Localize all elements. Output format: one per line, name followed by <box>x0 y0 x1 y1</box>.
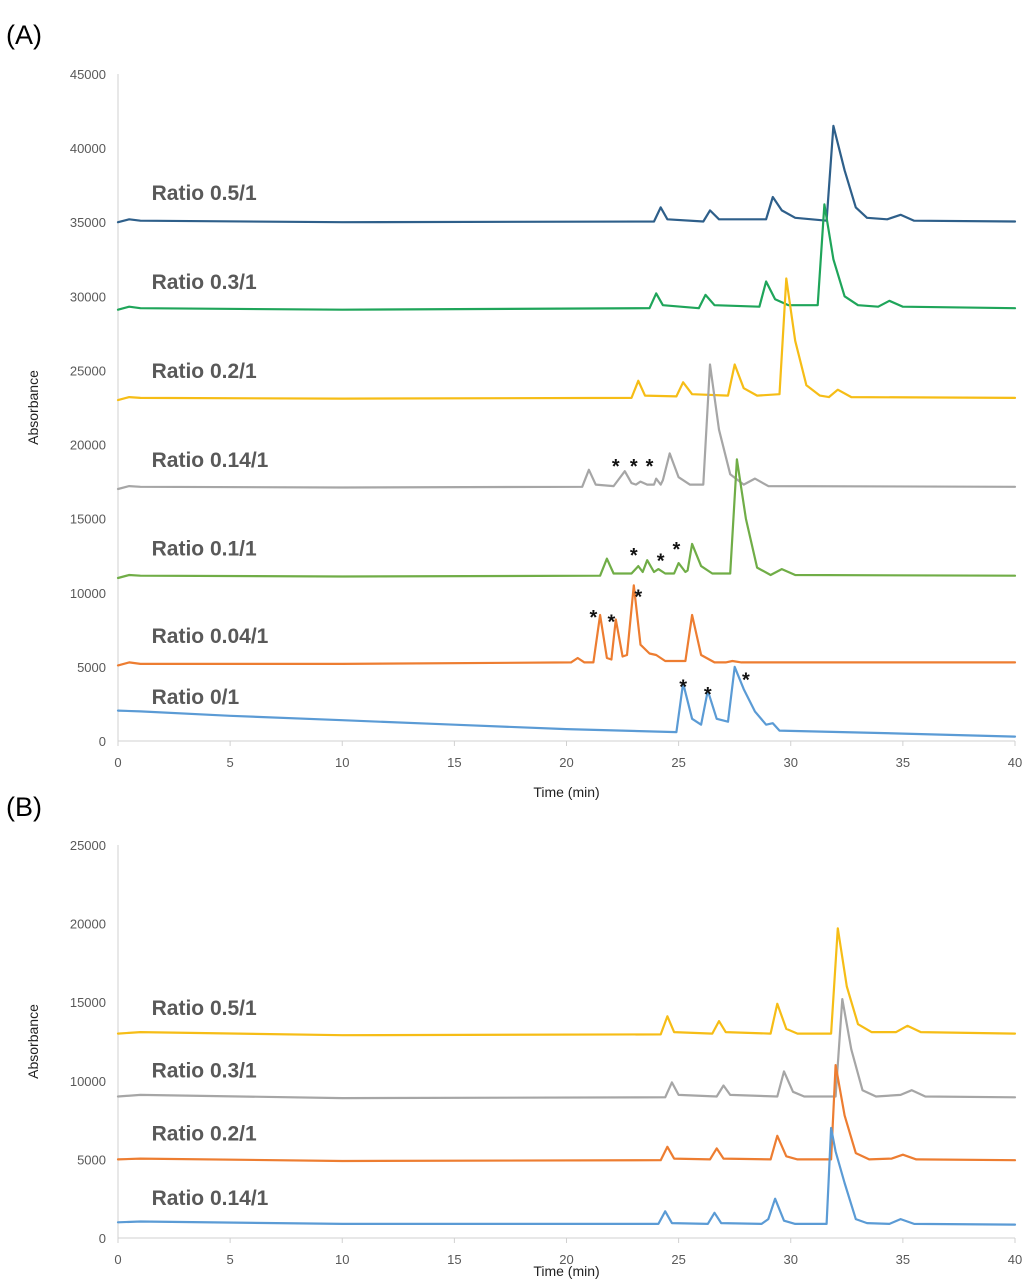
panel-a-ratio-0-04-1-peak-marker: * <box>607 611 615 633</box>
panel-a-ratio-0-14-1-peak-marker: * <box>646 456 654 478</box>
panel-a-x-tick-label: 0 <box>114 755 121 770</box>
panel-b-x-tick-label: 40 <box>1008 1252 1022 1267</box>
panel-a-ratio-0-14-1-label: Ratio 0.14/1 <box>152 449 269 472</box>
panel-a-x-tick-label: 15 <box>447 755 461 770</box>
panel-a-letter: (A) <box>6 20 42 50</box>
panel-a-ratio-0-2-1-label: Ratio 0.2/1 <box>152 360 257 383</box>
panel-a-ratio-0-3-1-label: Ratio 0.3/1 <box>152 271 257 294</box>
panel-a-ratio-0-3-1-trace <box>116 203 1017 311</box>
panel-a-x-axis-title: Time (min) <box>533 784 599 800</box>
panel-b-ratio-0-14-1-label: Ratio 0.14/1 <box>152 1187 269 1210</box>
panel-b-ratio-0-3-1-trace <box>116 998 1017 1100</box>
panel-b-y-axis-title: Absorbance <box>25 1004 41 1079</box>
panel-a-ratio-0-04-1-peak-marker: * <box>634 586 642 608</box>
panel-a-x-tick-label: 30 <box>784 755 798 770</box>
panel-b-ratio-0-3-1-label: Ratio 0.3/1 <box>152 1060 257 1083</box>
panel-a-ratio-0-14-1-trace <box>116 363 1017 491</box>
panel-a-ratio-0-1-trace <box>116 665 1017 738</box>
panel-b-y-tick-label: 15000 <box>70 995 106 1010</box>
panel-b-x-tick-label: 15 <box>447 1252 461 1267</box>
panel-b-y-tick-label: 5000 <box>77 1152 106 1167</box>
panel-a-y-tick-label: 40000 <box>70 141 106 156</box>
panel-a-ratio-0-1-1-label: Ratio 0.1/1 <box>152 538 257 561</box>
panel-a-x-tick-label: 10 <box>335 755 349 770</box>
panel-a: (A) 0 5 10 15 20 25 30 35 40 0 5000 10000 15000 20000… <box>6 20 1022 800</box>
panel-a-ratio-0-2-1-trace <box>116 277 1017 402</box>
panel-b-y-tick-label: 20000 <box>70 917 106 932</box>
panel-a-ratio-0-04-1-label: Ratio 0.04/1 <box>152 625 269 648</box>
panel-b-ratio-0-5-1-label: Ratio 0.5/1 <box>152 997 257 1020</box>
panel-a-y-tick-label: 25000 <box>70 363 106 378</box>
panel-a-y-tick-label: 0 <box>99 734 106 749</box>
panel-b-x-tick-label: 25 <box>671 1252 685 1267</box>
panel-a-ratio-0-5-1-trace <box>116 124 1017 224</box>
panel-b-ratio-0-2-1-label: Ratio 0.2/1 <box>152 1123 257 1146</box>
panel-a-x-tick-label: 25 <box>671 755 685 770</box>
panel-a-ratio-0-1-label: Ratio 0/1 <box>152 686 240 709</box>
panel-a-ratio-0-1-peak-marker: * <box>704 684 712 706</box>
panel-b-ratio-0-5-1-trace <box>116 927 1017 1037</box>
panel-a-ratio-0-1-1-trace <box>116 458 1017 580</box>
panel-a-y-axis-title: Absorbance <box>25 370 41 445</box>
panel-b-x-tick-label: 20 <box>559 1252 573 1267</box>
panel-b-x-axis-title: Time (min) <box>533 1263 599 1279</box>
panel-a-y-tick-label: 10000 <box>70 586 106 601</box>
panel-b-x-tick-label: 10 <box>335 1252 349 1267</box>
panel-a-x-tick-label: 40 <box>1008 755 1022 770</box>
panel-b: (B) 0 5 10 15 20 25 30 35 40 0 5000 10000 15000 20000… <box>6 792 1022 1279</box>
panel-a-ratio-0-5-1-label: Ratio 0.5/1 <box>152 182 257 205</box>
panel-a-x-tick-label: 20 <box>559 755 573 770</box>
panel-b-letter: (B) <box>6 792 42 822</box>
panel-b-y-tick-label: 10000 <box>70 1074 106 1089</box>
panel-a-ratio-0-1-1-peak-marker: * <box>657 551 665 573</box>
panel-a-y-tick-label: 35000 <box>70 215 106 230</box>
panel-a-ratio-0-1-peak-marker: * <box>742 669 750 691</box>
panel-a-y-tick-label: 5000 <box>77 660 106 675</box>
panel-b-x-tick-label: 35 <box>896 1252 910 1267</box>
panel-a-ratio-0-1-1-peak-marker: * <box>630 545 638 567</box>
panel-b-y-tick-label: 25000 <box>70 838 106 853</box>
panel-a-x-tick-label: 5 <box>227 755 234 770</box>
panel-b-x-tick-label: 5 <box>227 1252 234 1267</box>
panel-a-ratio-0-04-1-trace <box>116 584 1017 667</box>
panel-a-ratio-0-1-1-peak-marker: * <box>672 539 680 561</box>
panel-b-ratio-0-14-1-trace <box>116 1126 1017 1226</box>
panel-b-x-tick-label: 0 <box>114 1252 121 1267</box>
panel-a-ratio-0-14-1-peak-marker: * <box>612 456 620 478</box>
panel-a-ratio-0-1-peak-marker: * <box>679 677 687 699</box>
panel-a-y-tick-label: 20000 <box>70 438 106 453</box>
panel-a-y-tick-label: 15000 <box>70 512 106 527</box>
panel-b-ratio-0-2-1-trace <box>116 1064 1017 1163</box>
panel-a-x-tick-label: 35 <box>896 755 910 770</box>
panel-a-ratio-0-04-1-peak-marker: * <box>590 607 598 629</box>
panel-b-x-tick-label: 30 <box>784 1252 798 1267</box>
panel-a-y-tick-label: 45000 <box>70 67 106 82</box>
panel-a-y-tick-label: 30000 <box>70 289 106 304</box>
panel-b-y-tick-label: 0 <box>99 1231 106 1246</box>
panel-a-ratio-0-14-1-peak-marker: * <box>630 456 638 478</box>
